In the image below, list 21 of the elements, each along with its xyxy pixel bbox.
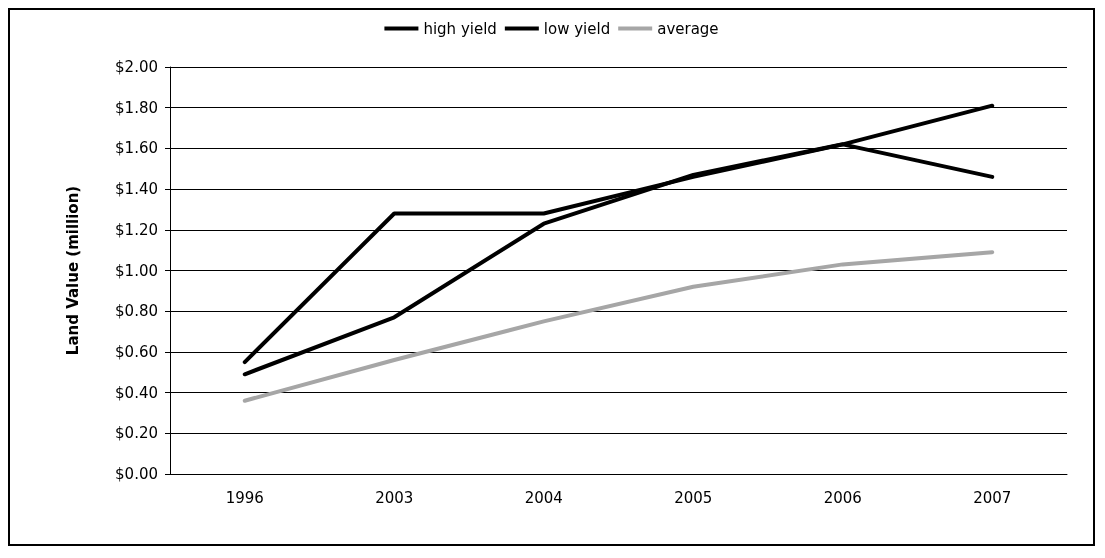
- y-tick-label: $0.80: [115, 302, 158, 321]
- legend-label: low yield: [543, 19, 611, 38]
- x-tick-label: 2005: [674, 488, 713, 507]
- x-tick-label: 1996: [225, 488, 264, 507]
- y-tick-label: $0.20: [115, 424, 158, 443]
- y-tick-label: $1.00: [115, 261, 158, 280]
- y-tick-label: $0.00: [115, 465, 158, 483]
- y-tick-label: $2.00: [115, 58, 158, 76]
- x-tick-label: 2003: [375, 488, 414, 507]
- y-tick-label: $1.80: [115, 98, 158, 117]
- legend-label: average: [657, 19, 719, 38]
- y-axis-title: Land Value (million): [63, 185, 82, 356]
- legend-label: high yield: [423, 19, 497, 38]
- y-tick-label: $0.40: [115, 383, 158, 402]
- y-tick-label: $1.60: [115, 139, 158, 158]
- y-tick-label: $0.60: [115, 342, 158, 361]
- x-tick-label: 2007: [973, 488, 1012, 507]
- y-tick-label: $1.40: [115, 180, 158, 199]
- x-tick-label: 2006: [823, 488, 862, 507]
- x-tick-label: 2004: [524, 488, 563, 507]
- y-tick-label: $1.20: [115, 220, 158, 239]
